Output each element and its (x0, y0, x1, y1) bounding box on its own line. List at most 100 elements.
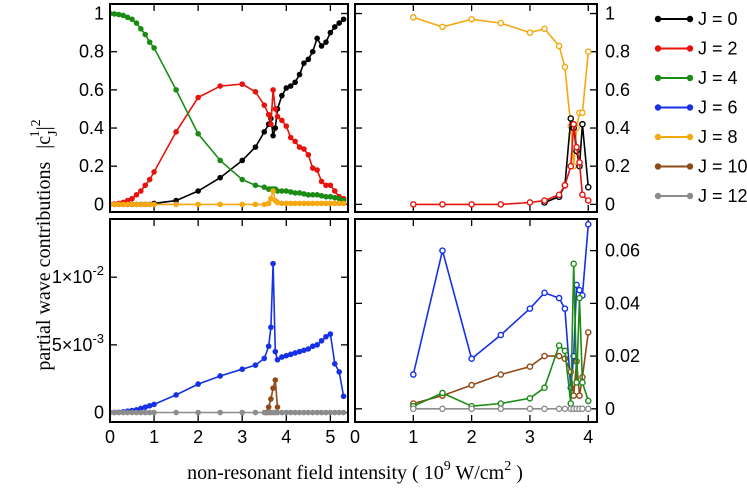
data-point (410, 14, 417, 21)
data-point (287, 83, 294, 89)
data-point (584, 48, 592, 56)
data-point (279, 200, 285, 207)
data-point (274, 188, 281, 194)
legend-label: J = 6 (698, 98, 738, 118)
legend-label: J = 12 (698, 186, 747, 206)
data-point (287, 200, 294, 207)
data-point (318, 192, 325, 199)
data-point (336, 200, 342, 207)
legend-marker (654, 45, 662, 52)
y-tick-label: 0.02 (605, 346, 640, 366)
data-point (296, 200, 303, 207)
data-point (217, 83, 223, 89)
data-point (327, 409, 334, 416)
data-point (314, 200, 320, 207)
data-point (146, 201, 153, 208)
data-point (323, 182, 329, 189)
y-tick-label: 0.04 (605, 293, 640, 313)
data-point (331, 188, 338, 194)
data-point (555, 352, 563, 360)
data-point (173, 87, 179, 93)
panel-frame (354, 3, 598, 213)
data-point (270, 132, 276, 139)
data-point (292, 79, 298, 86)
data-point (309, 343, 316, 350)
data-point (151, 201, 157, 208)
data-point (468, 405, 475, 413)
data-point (576, 159, 583, 166)
data-point (283, 123, 290, 129)
legend-marker (686, 104, 694, 111)
data-point (439, 23, 446, 31)
data-point (573, 143, 580, 151)
y-tick-label: 0.4 (79, 118, 104, 138)
data-point (274, 356, 281, 363)
data-point (584, 197, 592, 204)
data-point (327, 29, 334, 36)
data-point (526, 199, 534, 206)
data-point (265, 200, 272, 207)
data-point (274, 404, 281, 410)
data-point (292, 190, 298, 196)
legend-label: J = 10 (698, 157, 747, 177)
data-point (296, 71, 303, 78)
data-point (138, 201, 144, 208)
data-point (567, 115, 575, 122)
data-point (133, 409, 140, 416)
data-point (584, 183, 592, 191)
data-point (124, 201, 131, 208)
series-line-j6 (412, 224, 590, 388)
data-point (287, 409, 294, 416)
legend-marker (686, 15, 694, 23)
data-point (279, 409, 285, 416)
data-point (541, 25, 548, 33)
data-point (561, 405, 569, 413)
data-point (265, 111, 272, 118)
data-point (497, 371, 505, 378)
series-line-j0 (110, 18, 345, 206)
data-point (526, 29, 534, 36)
data-point (133, 20, 140, 26)
data-point (318, 338, 325, 344)
data-point (309, 48, 316, 55)
legend-item: J = 2 (654, 39, 738, 59)
data-point (274, 199, 281, 206)
data-point (173, 129, 179, 135)
data-point (146, 39, 153, 45)
data-point (526, 305, 534, 312)
data-point (318, 409, 325, 416)
data-point (270, 385, 276, 391)
data-point (111, 11, 118, 17)
y-tick-label: 0.6 (79, 80, 104, 100)
data-point (331, 194, 338, 201)
data-point (217, 201, 223, 208)
y-axis-label: partial wave contributions |cJ1|2 (28, 119, 61, 370)
data-point (292, 409, 298, 416)
data-point (142, 31, 149, 38)
data-point (314, 167, 320, 173)
data-point (239, 81, 246, 87)
y-tick-label: 0.8 (79, 42, 104, 62)
y-tick-label: 0 (94, 194, 104, 214)
data-point (497, 201, 505, 208)
data-point (239, 201, 246, 208)
data-point (173, 409, 179, 416)
data-point (272, 125, 279, 131)
legend-marker (654, 133, 662, 141)
data-point (138, 26, 144, 32)
data-point (468, 201, 475, 208)
data-point (261, 409, 268, 416)
data-point (142, 409, 149, 416)
y-tick-label: 0 (94, 403, 104, 423)
data-point (576, 294, 583, 302)
data-point (555, 42, 563, 50)
data-point (318, 43, 325, 49)
data-point (252, 88, 259, 95)
data-point (561, 305, 569, 312)
x-axis-label: non-resonant field intensity ( 109 W/cm2… (187, 459, 523, 484)
panel-top-right: 0 0.2 0.4 0.6 0.8 1 (354, 3, 630, 214)
data-point (555, 405, 563, 413)
data-point (323, 39, 329, 45)
data-point (570, 260, 577, 268)
